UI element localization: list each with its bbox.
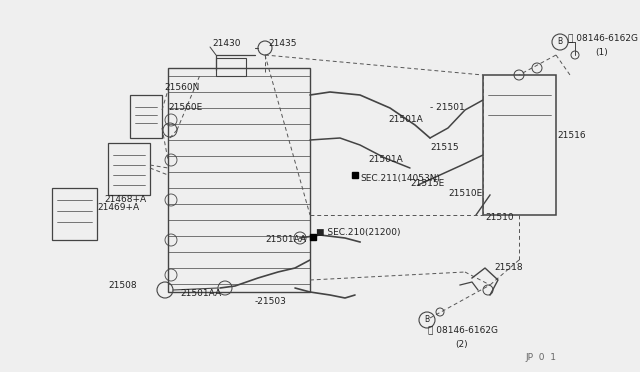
Bar	[168, 68, 310, 292]
Text: 21510: 21510	[485, 214, 514, 222]
Bar	[483, 75, 556, 215]
Text: Ⓑ 08146-6162G: Ⓑ 08146-6162G	[568, 33, 638, 42]
Text: 21501AA: 21501AA	[265, 235, 306, 244]
Text: 21515E: 21515E	[410, 180, 444, 189]
Text: 21435: 21435	[268, 38, 296, 48]
Text: 21501A: 21501A	[368, 155, 403, 164]
Text: 21518: 21518	[494, 263, 523, 273]
Text: 21515: 21515	[430, 144, 459, 153]
Bar	[108, 143, 150, 195]
Text: SEC.211(14053N): SEC.211(14053N)	[360, 173, 440, 183]
Text: JP  0  1: JP 0 1	[525, 353, 556, 362]
Text: 21560N: 21560N	[164, 83, 200, 93]
Bar	[216, 58, 246, 76]
Text: B: B	[557, 38, 563, 46]
Text: 21508: 21508	[108, 280, 136, 289]
Text: 21501AA: 21501AA	[180, 289, 221, 298]
Text: 21430: 21430	[212, 39, 241, 48]
Text: 21560E: 21560E	[168, 103, 202, 112]
Bar	[52, 188, 97, 240]
Text: 21468+A: 21468+A	[104, 196, 146, 205]
Text: 21510E: 21510E	[448, 189, 483, 199]
Bar	[130, 95, 162, 138]
Text: (1): (1)	[595, 48, 608, 57]
Text: - 21501: - 21501	[430, 103, 465, 112]
Text: 21516: 21516	[557, 131, 586, 140]
Text: ■ SEC.210(21200): ■ SEC.210(21200)	[316, 228, 401, 237]
Text: 21501A: 21501A	[388, 115, 423, 125]
Text: -21503: -21503	[255, 298, 287, 307]
Text: 21469+A: 21469+A	[97, 203, 139, 212]
Text: (2): (2)	[455, 340, 468, 349]
Text: B: B	[424, 315, 429, 324]
Text: Ⓑ 08146-6162G: Ⓑ 08146-6162G	[428, 326, 498, 334]
